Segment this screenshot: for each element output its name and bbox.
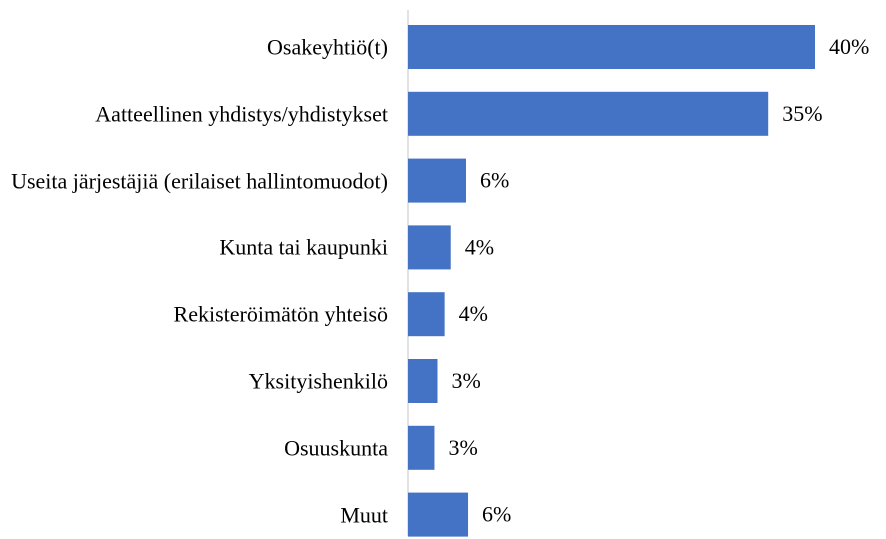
category-label: Yksityishenkilö [248, 368, 388, 394]
value-label: 6% [480, 168, 509, 193]
value-label: 4% [459, 301, 488, 326]
category-label: Rekisteröimätön yhteisö [173, 301, 388, 327]
category-label: Osuuskunta [284, 435, 388, 461]
category-label: Aatteellinen yhdistys/yhdistykset [95, 101, 388, 127]
value-label: 40% [829, 34, 869, 59]
bar [408, 91, 769, 136]
value-label: 3% [448, 435, 477, 460]
bar [408, 292, 445, 337]
category-label: Useita järjestäjiä (erilaiset hallintomu… [11, 168, 388, 194]
bar [408, 225, 451, 270]
bar [408, 492, 469, 537]
bar [408, 158, 466, 203]
category-label: Osakeyhtiö(t) [267, 34, 388, 60]
bar [408, 25, 815, 69]
category-label: Muut [340, 502, 388, 528]
value-label: 6% [482, 502, 511, 527]
bar [408, 425, 435, 470]
value-label: 4% [465, 234, 494, 259]
category-label: Kunta tai kaupunki [219, 234, 388, 260]
bar [408, 359, 438, 403]
value-label: 3% [452, 368, 481, 393]
value-label: 35% [782, 101, 822, 126]
